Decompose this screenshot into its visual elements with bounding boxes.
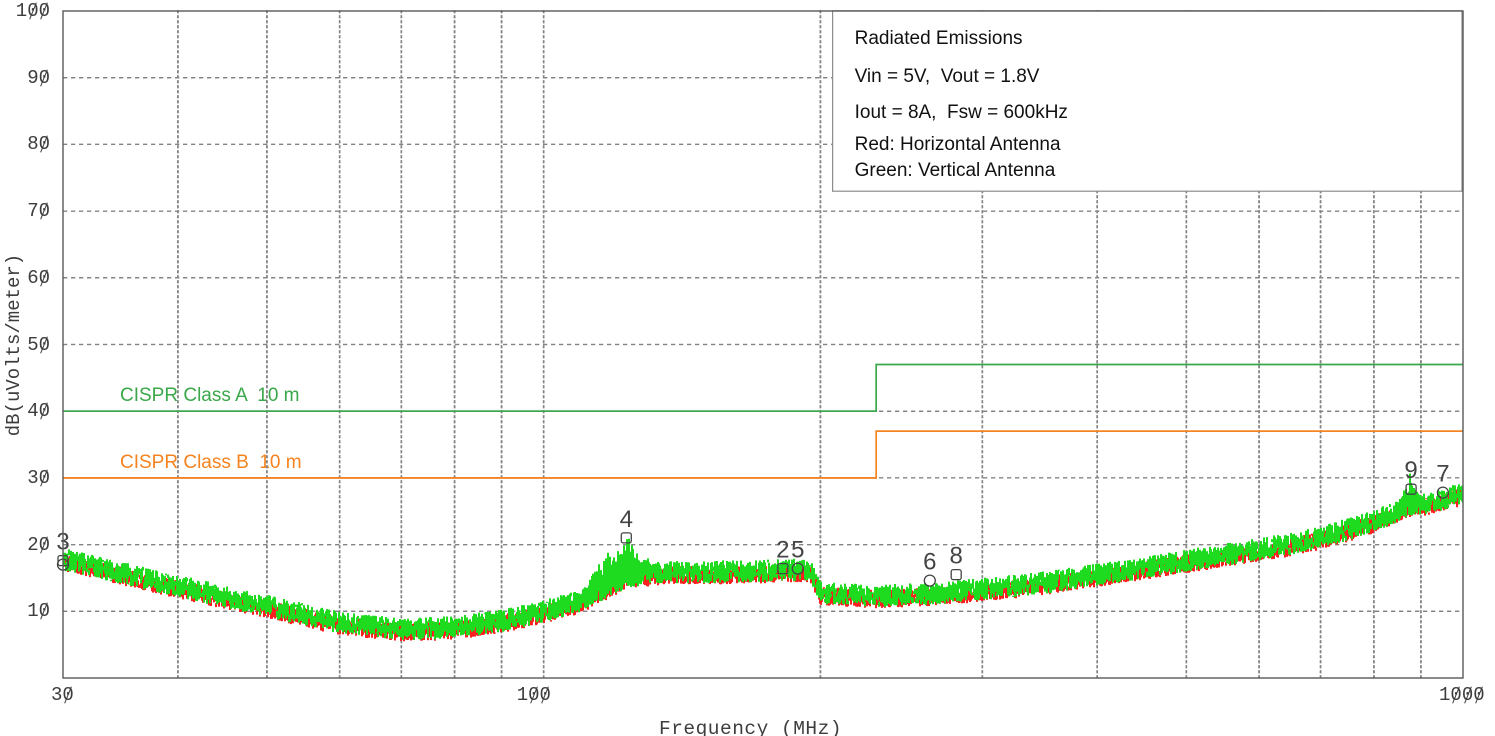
svg-text:Red: Horizontal Antenna: Red: Horizontal Antenna (855, 134, 1061, 155)
svg-text:8: 8 (950, 543, 963, 570)
svg-text:2: 2 (776, 537, 789, 564)
svg-text:Iout = 8A, Fsw = 600kHz: Iout = 8A, Fsw = 600kHz (855, 102, 1068, 123)
svg-text:Radiated Emissions: Radiated Emissions (855, 28, 1023, 49)
svg-text:CISPR Class B 10 m: CISPR Class B 10 m (120, 452, 302, 473)
svg-text:9: 9 (1404, 457, 1417, 484)
svg-text:Green: Vertical Antenna: Green: Vertical Antenna (855, 160, 1056, 181)
svg-text:CISPR Class A 10 m: CISPR Class A 10 m (120, 385, 300, 406)
svg-text:6: 6 (923, 549, 936, 576)
svg-text:4: 4 (620, 506, 633, 533)
svg-text:7: 7 (1436, 461, 1449, 488)
svg-text:Vin = 5V, Vout = 1.8V: Vin = 5V, Vout = 1.8V (855, 66, 1040, 87)
svg-text:5: 5 (791, 537, 804, 564)
